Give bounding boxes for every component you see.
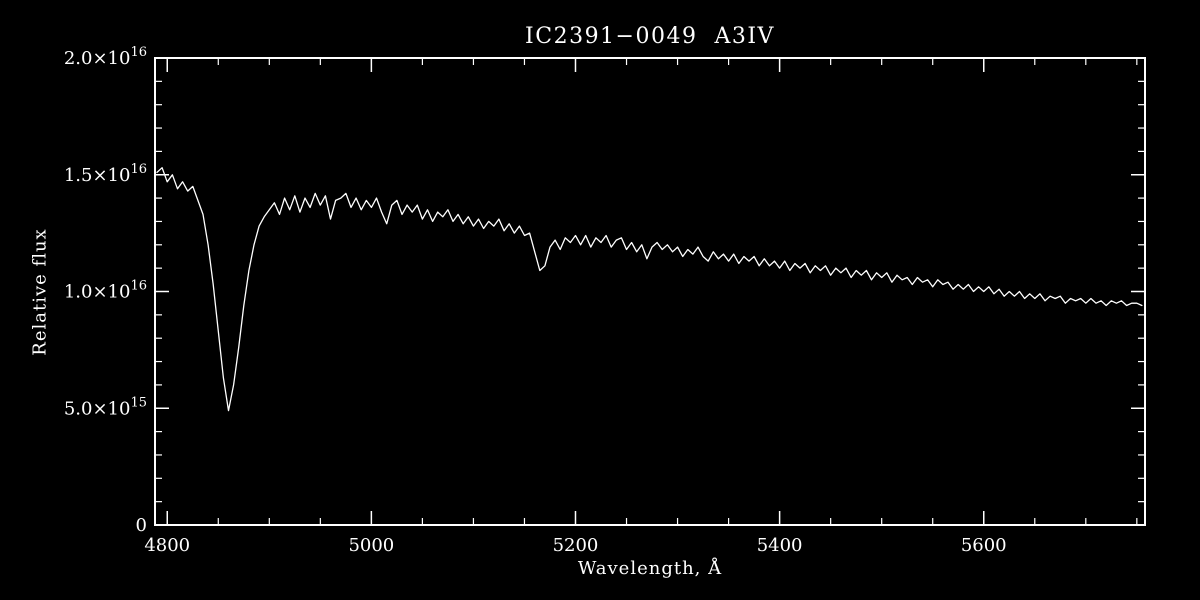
y-tick-label: 0 [136, 515, 147, 536]
chart-title: IC2391−0049 A3IV [525, 24, 775, 49]
y-tick-label: 1.0×1016 [64, 279, 147, 303]
spectrum-line [156, 167, 1143, 412]
x-tick-label: 4800 [144, 535, 190, 556]
y-tick-label: 2.0×1016 [64, 45, 147, 69]
y-tick-label: 5.0×1015 [64, 395, 147, 419]
x-tick-label: 5000 [348, 535, 394, 556]
x-tick-label: 5400 [757, 535, 803, 556]
y-tick-label: 1.5×1016 [64, 162, 147, 186]
x-tick-label: 5600 [961, 535, 1007, 556]
x-tick-label: 5200 [553, 535, 599, 556]
x-axis-label: Wavelength, Å [577, 558, 723, 579]
